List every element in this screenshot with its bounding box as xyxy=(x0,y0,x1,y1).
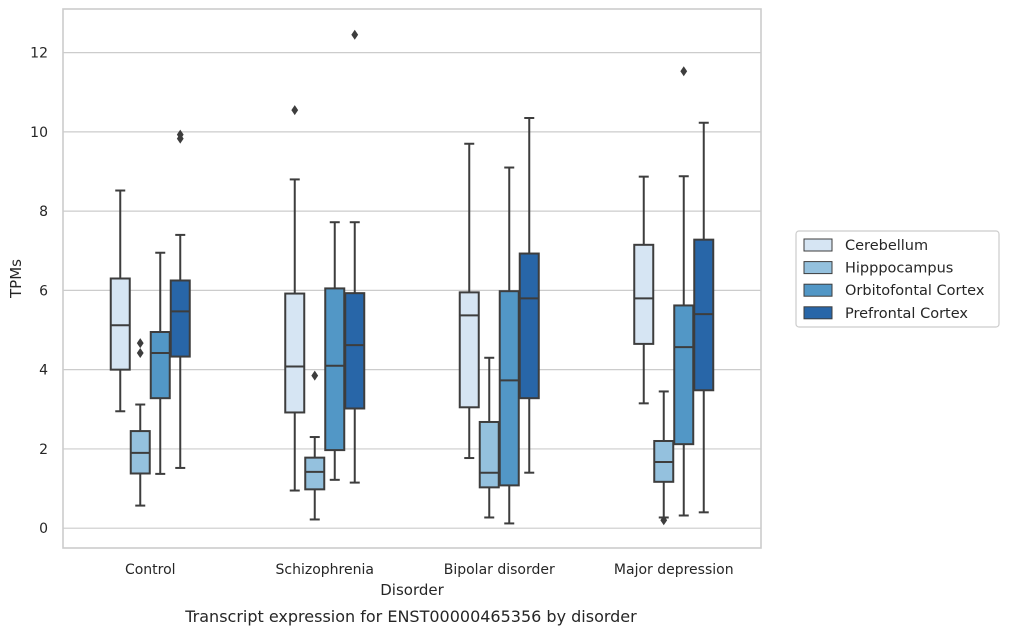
legend-label: Prefrontal Cortex xyxy=(845,306,968,322)
x-axis-label: Disorder xyxy=(380,581,444,599)
box-orbitofontal-cortex xyxy=(149,251,171,475)
box-iqr xyxy=(149,331,171,400)
box-iqr xyxy=(304,456,326,491)
x-tick-label: Control xyxy=(125,562,176,578)
outlier-point xyxy=(291,105,299,116)
box-orbitofontal-cortex xyxy=(498,166,520,525)
x-tick-label: Major depression xyxy=(614,562,734,578)
y-tick-label: 4 xyxy=(39,363,48,379)
box-prefrontal-cortex xyxy=(518,116,540,474)
legend-swatch xyxy=(803,261,833,275)
legend-label: Cerebellum xyxy=(845,238,928,254)
legend-frame xyxy=(795,230,1000,328)
outlier-point xyxy=(351,29,359,40)
box-iqr xyxy=(673,304,695,446)
box-iqr xyxy=(458,291,480,409)
box-iqr xyxy=(324,287,346,452)
box-cerebellum xyxy=(458,142,480,460)
legend-swatch xyxy=(803,283,833,297)
y-tick-label: 12 xyxy=(30,46,48,62)
box-iqr xyxy=(498,290,520,487)
box-prefrontal-cortex xyxy=(344,29,366,484)
legend-label: Hipppocampus xyxy=(845,261,953,277)
y-tick-label: 10 xyxy=(30,125,48,141)
plot-frame xyxy=(62,8,762,549)
box-prefrontal-cortex xyxy=(693,121,715,514)
box-orbitofontal-cortex xyxy=(673,66,695,517)
legend: Cerebellum Hipppocampus Orbitofontal Corte… xyxy=(795,230,1000,328)
box-iqr xyxy=(284,292,306,414)
legend-swatch xyxy=(803,306,833,320)
box-iqr xyxy=(109,277,131,371)
y-tick-label: 0 xyxy=(39,521,48,537)
box-series xyxy=(109,29,715,526)
box-iqr xyxy=(169,279,191,358)
x-tick-labels: Control Schizophrenia Bipolar disorder Majo… xyxy=(125,562,734,578)
box-iqr xyxy=(344,292,366,410)
outlier-point xyxy=(136,348,144,359)
box-hipppocampus xyxy=(478,356,500,519)
box-hipppocampus xyxy=(304,370,326,521)
box-cerebellum xyxy=(284,105,306,492)
outlier-point xyxy=(176,129,184,140)
box-iqr xyxy=(633,243,655,345)
y-tick-label: 2 xyxy=(39,442,48,458)
box-cerebellum xyxy=(109,189,131,413)
box-cerebellum xyxy=(633,175,655,405)
outlier-point xyxy=(136,338,144,349)
box-orbitofontal-cortex xyxy=(324,221,346,481)
figure-caption: Transcript expression for ENST0000046535… xyxy=(184,607,637,626)
outlier-point xyxy=(680,66,688,77)
box-hipppocampus xyxy=(129,338,151,507)
legend-swatch xyxy=(803,238,833,252)
x-tick-label: Schizophrenia xyxy=(276,562,374,578)
box-prefrontal-cortex xyxy=(169,129,191,469)
y-axis-label: TPMs xyxy=(7,259,25,299)
y-tick-labels: 0 2 4 6 8 10 12 xyxy=(30,46,48,538)
outlier-point xyxy=(311,370,319,381)
box-hipppocampus xyxy=(653,390,675,526)
legend-label: Orbitofontal Cortex xyxy=(845,283,985,299)
x-tick-label: Bipolar disorder xyxy=(444,562,555,578)
y-tick-label: 6 xyxy=(39,283,48,299)
y-tick-label: 8 xyxy=(39,204,48,220)
outlier-point xyxy=(660,515,668,526)
box-iqr xyxy=(518,252,540,400)
box-iqr xyxy=(478,420,500,489)
